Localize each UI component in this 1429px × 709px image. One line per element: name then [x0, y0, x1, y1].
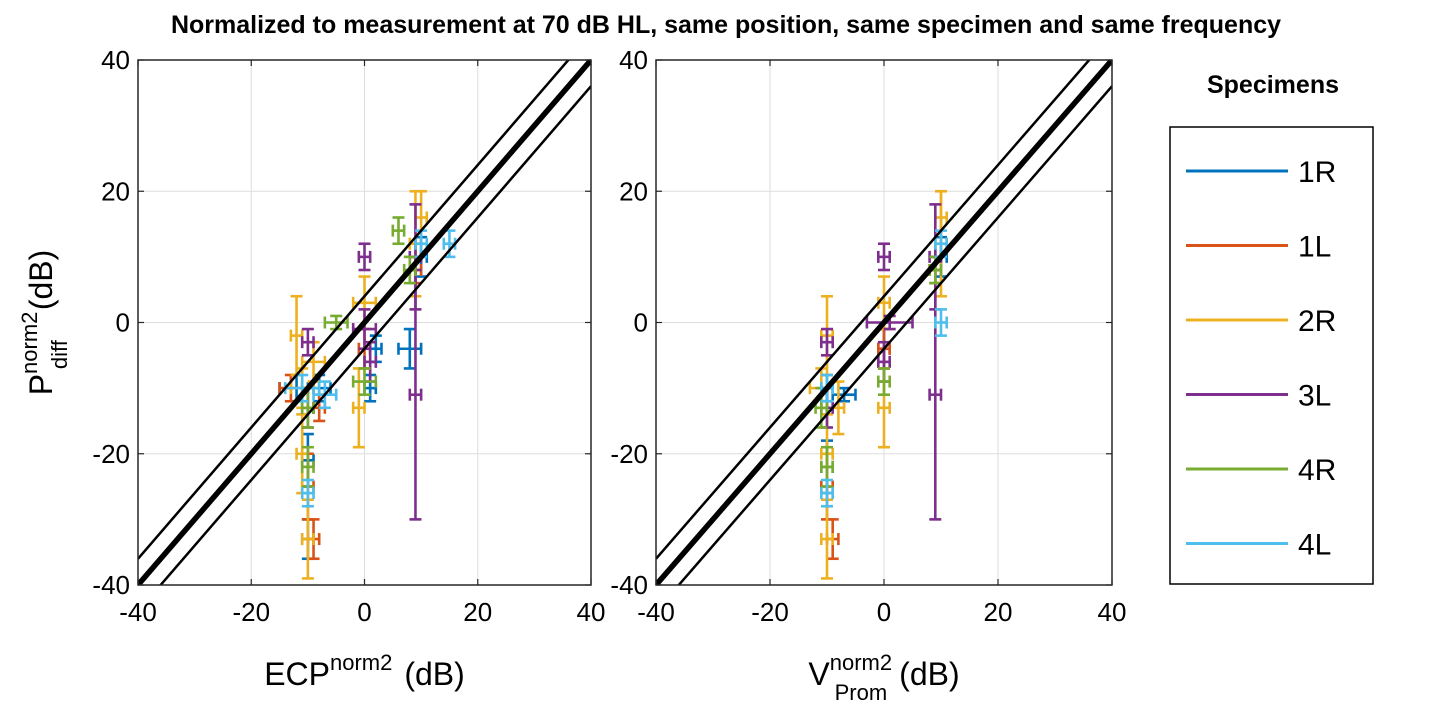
errorbar-4R [876, 367, 892, 396]
legend-entry-4R: 4R [1186, 454, 1336, 487]
x-tick-label: 40 [1098, 597, 1127, 627]
legend-label: 4L [1298, 529, 1331, 562]
reference-line-lower-bound [677, 85, 1112, 585]
y-axis-label: Pnorm2 diff(dB) [17, 250, 72, 396]
y-tick-label: 40 [619, 45, 648, 75]
x-tick-label: 20 [984, 597, 1013, 627]
x-tick-label: -20 [232, 597, 270, 627]
errorbar-3L [876, 242, 892, 272]
y-tick-label: -40 [610, 570, 648, 600]
x-tick-label: -40 [637, 597, 675, 627]
errorbar-4R [351, 367, 378, 396]
x-tick-label: 0 [877, 597, 891, 627]
reference-line-upper-bound [138, 60, 571, 560]
x-axis-label: Vnorm2 Prom(dB) [808, 650, 959, 705]
errorbar-4L [933, 308, 949, 337]
legend-label: 2R [1298, 305, 1336, 338]
y-tick-label: 40 [101, 45, 130, 75]
right-panel: -40 -20 0 20 40 -40 -20 0 20 40 Vnorm2 Prom(dB) [610, 45, 1127, 705]
legend-label: 3L [1298, 380, 1331, 413]
x-axis-label: ECPnorm2 (dB) [264, 650, 465, 692]
x-tick-label: 40 [577, 597, 606, 627]
errorbar-4L [300, 478, 315, 508]
y-tick-label: 0 [634, 308, 648, 338]
y-tick-label: -20 [92, 439, 130, 469]
legend-label: 1L [1298, 231, 1331, 264]
reference-line-identity [656, 60, 1112, 585]
y-tick-label: 20 [619, 176, 648, 206]
legend-entry-4L: 4L [1186, 529, 1331, 562]
x-tick-label: 0 [357, 597, 371, 627]
y-tick-label: -40 [92, 570, 130, 600]
left-panel: -40 -20 0 20 40 -40 -20 0 20 40 ECPnorm2 (dB) Pnorm2… [17, 45, 606, 692]
errorbar-2R [819, 498, 835, 580]
x-tick-label: -40 [119, 597, 157, 627]
legend-entry-1L: 1L [1186, 231, 1331, 264]
errorbar-4R [402, 255, 417, 285]
errorbar-4L [933, 229, 949, 259]
legend-entry-1R: 1R [1186, 156, 1336, 189]
y-tick-label: 20 [101, 176, 130, 206]
reference-line-identity [138, 60, 591, 585]
figure-title: Normalized to measurement at 70 dB HL, s… [171, 11, 1281, 39]
reference-line-lower-bound [158, 85, 591, 585]
errorbar-1R [397, 327, 423, 370]
errorbar-3L [819, 327, 835, 357]
legend-box [1169, 126, 1374, 585]
legend: Specimens 1R 1L 2R 3L 4R 4L [1169, 71, 1374, 585]
legend-label: 4R [1298, 454, 1336, 487]
y-tick-label: 0 [116, 308, 130, 338]
errorbar-4L [819, 478, 835, 508]
data-layer [138, 60, 591, 585]
x-tick-label: -20 [751, 597, 789, 627]
legend-entry-2R: 2R [1186, 305, 1336, 338]
x-tick-label: 20 [463, 597, 492, 627]
errorbar-3L [300, 327, 315, 357]
legend-entry-3L: 3L [1186, 380, 1331, 413]
y-tick-label: -20 [610, 439, 648, 469]
legend-label: 1R [1298, 156, 1336, 189]
errorbar-4R [391, 216, 406, 246]
reference-line-upper-bound [656, 60, 1091, 560]
data-layer [656, 60, 1112, 585]
legend-title: Specimens [1207, 71, 1339, 99]
errorbar-3L [357, 242, 372, 272]
